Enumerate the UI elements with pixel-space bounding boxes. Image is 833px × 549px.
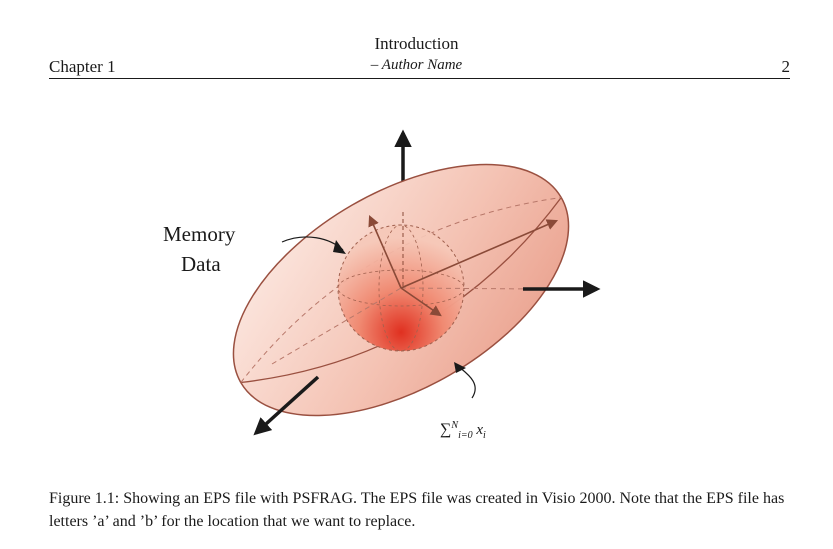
lower-left-arrow <box>253 375 320 436</box>
header-title: Introduction <box>374 34 459 53</box>
sum-upper: N <box>451 420 459 431</box>
inner-vector-a <box>368 214 402 289</box>
sum-term-sub: i <box>483 430 486 441</box>
figure-caption: Figure 1.1: Showing an EPS file with PSF… <box>49 490 785 530</box>
inner-vector-b <box>400 219 559 289</box>
header-author: – Author Name <box>370 57 463 73</box>
sum-lower: i=0 <box>458 430 473 441</box>
sum-pointer <box>457 365 476 399</box>
label-sum-formula: ∑Ni=0 xi <box>440 420 486 441</box>
ellipsoid-figure <box>232 129 601 436</box>
label-data: Data <box>181 252 221 276</box>
header-rule <box>49 78 790 79</box>
sum-symbol: ∑ <box>440 421 452 438</box>
page-number: 2 <box>781 57 791 76</box>
sum-term: x <box>476 422 484 438</box>
inner-vector-c <box>400 287 442 317</box>
label-memory: Memory <box>163 222 236 246</box>
header-chapter: Chapter 1 <box>49 57 116 76</box>
